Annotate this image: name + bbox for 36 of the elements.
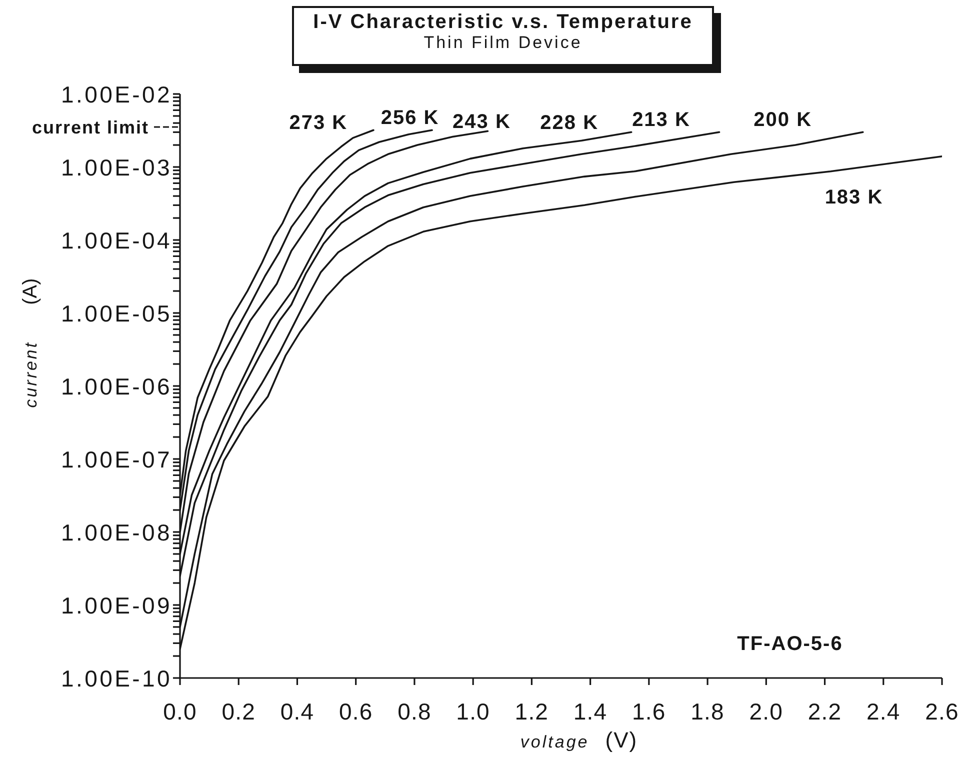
- series-label: 200 K: [754, 109, 812, 132]
- series-label: 228 K: [540, 112, 599, 134]
- text: current limit: [32, 117, 149, 138]
- y-tick-label: 1.00E-04: [61, 227, 172, 254]
- x-tick-label: 0.8: [398, 698, 432, 724]
- x-tick-label: 2.2: [808, 698, 842, 724]
- x-tick-label: 2.6: [925, 698, 959, 724]
- series-label: 273 K: [289, 112, 348, 134]
- y-tick-label: 1.00E-02: [61, 81, 172, 108]
- y-tick-label: 1.00E-03: [61, 154, 172, 180]
- chart-subtitle: Thin Film Device: [422, 33, 584, 53]
- y-tick-label: 1.00E-05: [61, 300, 172, 326]
- x-tick-label: 2.4: [866, 698, 900, 724]
- x-tick-label: 2.0: [749, 698, 784, 724]
- x-tick-label: 0.4: [280, 698, 314, 724]
- series-label: 213 K: [632, 109, 690, 132]
- series-label: 183 K: [824, 186, 884, 208]
- x-tick-label: 1.8: [690, 698, 724, 724]
- series-label: 256 K: [380, 107, 440, 130]
- y-tick-label: 1.00E-09: [61, 592, 172, 618]
- x-tick-label: 0.0: [163, 698, 197, 724]
- text: current (A): [20, 278, 42, 408]
- series-label: 243 K: [452, 111, 511, 134]
- annotation: TF-AO-5-6: [737, 633, 843, 655]
- x-tick-label: 1.0: [456, 698, 490, 724]
- y-tick-label: 1.00E-07: [61, 446, 172, 472]
- x-tick-label: 1.4: [573, 698, 608, 724]
- x-tick-label: 0.2: [222, 698, 256, 724]
- x-tick-label: 1.2: [514, 698, 549, 724]
- y-tick-label: 1.00E-06: [61, 373, 172, 400]
- chart-title: I-V Characteristic v.s. Temperature: [312, 11, 694, 33]
- x-tick-label: 0.6: [338, 698, 373, 724]
- y-tick-label: 1.00E-08: [61, 519, 172, 546]
- x-tick-label: 1.6: [632, 698, 666, 724]
- x-axis-title: voltage (V): [520, 728, 638, 753]
- y-tick-label: 1.00E-10: [61, 665, 172, 692]
